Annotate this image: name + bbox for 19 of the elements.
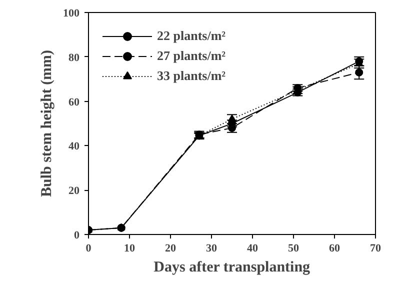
y-tick-label: 60 [68, 96, 80, 108]
y-tick-label: 80 [68, 52, 80, 64]
y-tick-label: 40 [68, 140, 80, 153]
y-axis-title: Bulb stem height (mm) [39, 50, 55, 198]
x-axis-title: Days after transplanting [154, 260, 311, 276]
x-tick-label: 70 [370, 242, 382, 254]
x-tick-label: 10 [124, 242, 136, 254]
y-tick-label: 20 [68, 185, 80, 198]
x-tick-label: 20 [165, 242, 176, 254]
y-tick-label: 0 [74, 230, 80, 242]
x-tick-label: 40 [247, 242, 258, 254]
y-tick-label: 100 [63, 8, 80, 20]
legend-label: 22 plants/m² [157, 28, 226, 44]
x-tick-label: 60 [329, 242, 340, 254]
legend-label: 27 plants/m² [157, 48, 226, 64]
legend-label: 33 plants/m² [157, 68, 226, 84]
x-tick-label: 0 [86, 242, 92, 254]
x-tick-label: 30 [206, 242, 218, 254]
x-tick-label: 50 [288, 242, 300, 254]
